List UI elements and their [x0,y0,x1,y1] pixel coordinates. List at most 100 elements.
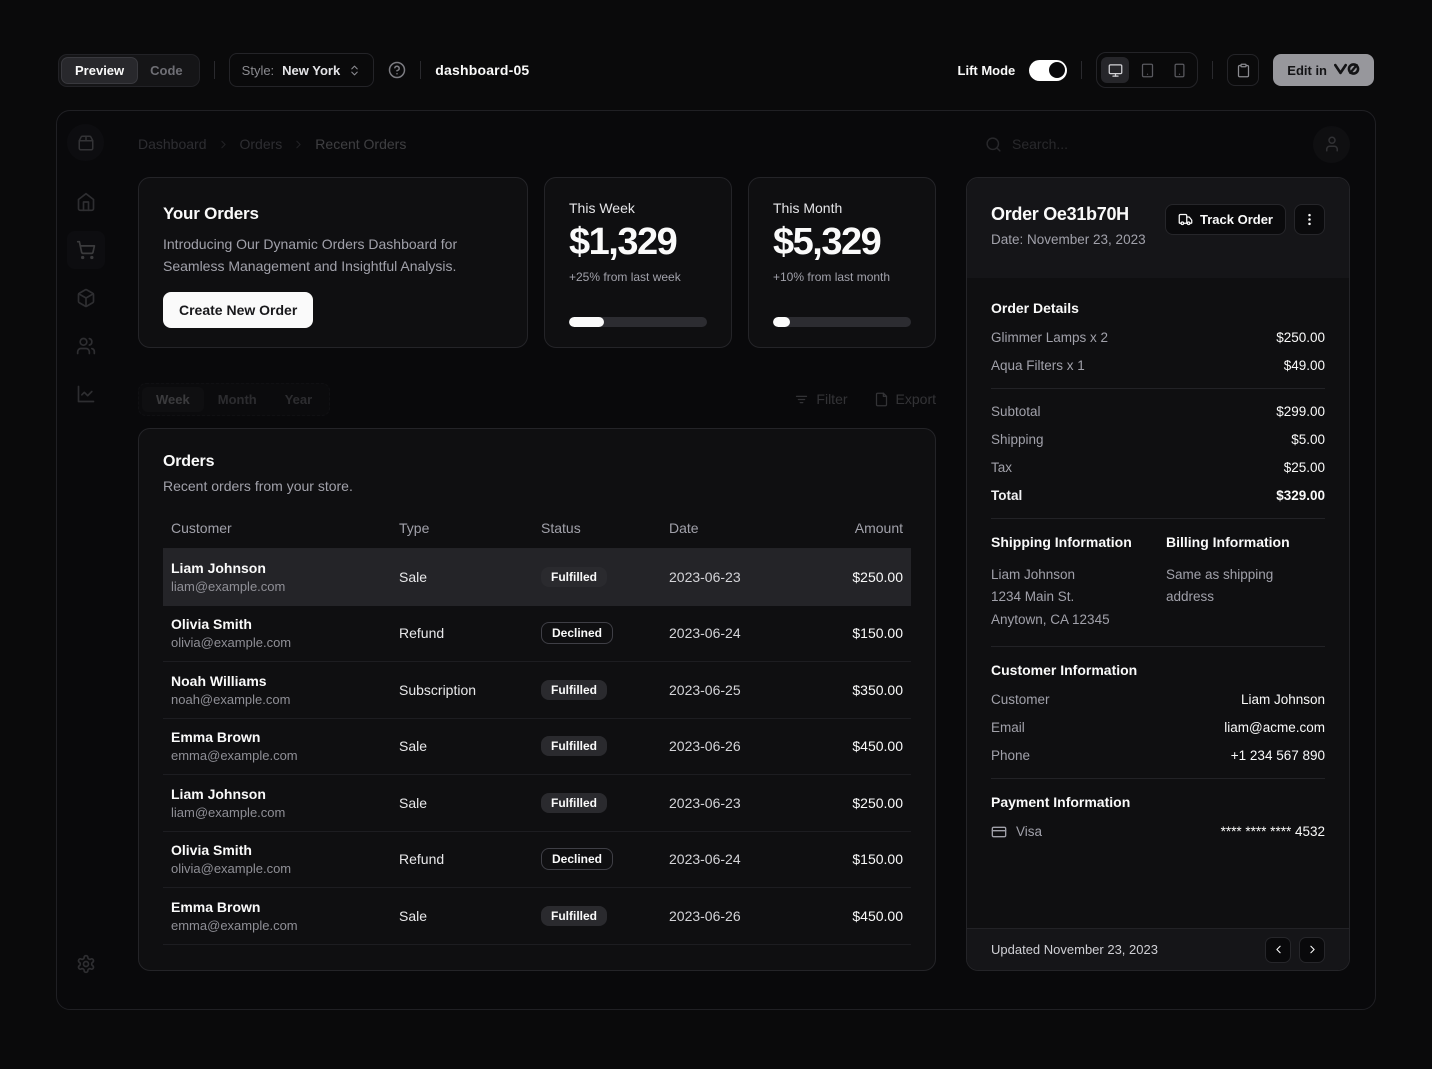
table-row[interactable]: Olivia Smith olivia@example.com Refund De… [163,606,911,662]
order-date-label: Date: November 23, 2023 [991,232,1146,247]
stat-change: +10% from last month [773,270,891,284]
sidebar-item-customers[interactable] [67,327,105,365]
sidebar-item-home[interactable] [67,183,105,221]
order-item-row: Glimmer Lamps x 2 $250.00 [991,330,1325,345]
table-row[interactable]: Liam Johnson liam@example.com Sale Fulfil… [163,549,911,606]
order-date: 2023-06-24 [669,625,741,642]
order-panel-body: Order Details Glimmer Lamps x 2 $250.00 … [967,278,1349,928]
clipboard-icon [1236,63,1251,78]
summary-label: Shipping [991,432,1044,447]
package-icon [76,288,96,308]
summary-value: $299.00 [1276,404,1325,419]
package2-icon [77,134,95,152]
table-row[interactable]: Emma Brown emma@example.com Sale Fulfille… [163,888,911,945]
customer-info-label: Customer [991,691,1050,707]
customer-email: emma@example.com [171,917,298,933]
next-order-button[interactable] [1299,936,1325,963]
orders-table: Customer Type Status Date Amount Liam Jo… [163,514,911,945]
monitor-icon[interactable] [1101,57,1130,83]
status-badge: Fulfilled [541,736,607,757]
sidebar-item-orders[interactable] [66,231,105,269]
summary-row-shipping: Shipping $5.00 [991,432,1325,447]
user-avatar[interactable] [1313,125,1350,163]
customer-info-label: Email [991,719,1025,735]
status-badge: Declined [541,848,614,871]
tab-month[interactable]: Month [217,391,257,407]
tab-week[interactable]: Week [142,386,204,412]
track-order-label: Track Order [1200,212,1273,227]
order-item-row: Aqua Filters x 1 $49.00 [991,358,1325,373]
promo-card-description: Introducing Our Dynamic Orders Dashboard… [163,236,458,274]
edit-in-v0-button[interactable]: Edit in [1273,54,1374,86]
customer-email: noah@example.com [171,691,291,707]
block-name: dashboard-05 [435,62,530,78]
sidebar-item-settings[interactable] [67,945,105,983]
customer-name: Olivia Smith [171,842,252,859]
shipping-line: Anytown, CA 12345 [991,611,1110,627]
customer-email: liam@example.com [171,578,286,594]
customer-info-label: Phone [991,747,1031,763]
edit-button-label: Edit in [1287,62,1327,78]
track-order-button[interactable]: Track Order [1165,204,1286,235]
stat-card-month: This Month $5,329 +10% from last month [748,177,936,348]
payment-method-label: Visa [1016,824,1043,840]
order-more-menu-button[interactable] [1294,204,1325,235]
status-badge: Declined [541,622,614,645]
toggle-knob [1048,62,1065,78]
order-type: Refund [399,625,445,642]
divider [991,777,1325,779]
summary-label: Tax [991,460,1013,475]
customer-email: olivia@example.com [171,861,292,877]
payment-card-number: **** **** **** 4532 [1220,824,1325,840]
stat-value: $1,329 [569,221,678,263]
create-new-order-button[interactable]: Create New Order [163,292,314,329]
shopping-cart-icon [76,240,96,260]
customer-info-value: liam@acme.com [1224,719,1325,735]
help-icon[interactable] [388,61,406,79]
v0-logo-icon [1334,62,1360,79]
order-panel-footer: Updated November 23, 2023 [967,928,1349,970]
table-toolbar: Week Month Year Filter Export [138,382,936,416]
order-date: 2023-06-24 [669,851,741,868]
filter-button[interactable]: Filter [794,391,848,407]
table-row[interactable]: Liam Johnson liam@example.com Sale Fulfil… [163,775,911,832]
billing-text: Same as shipping address [1166,567,1274,605]
summary-row-tax: Tax $25.00 [991,460,1325,475]
previous-order-button[interactable] [1265,936,1291,963]
sidebar-item-analytics[interactable] [67,375,105,413]
breadcrumb-item-dashboard[interactable]: Dashboard [138,136,207,152]
smartphone-icon[interactable] [1165,57,1193,83]
table-row[interactable]: Noah Williams noah@example.com Subscripti… [163,662,911,719]
file-icon [874,392,889,407]
style-select-value: New York [282,62,341,78]
tab-preview[interactable]: Preview [62,57,138,83]
search-input[interactable] [1012,136,1252,152]
sidebar-item-products[interactable] [67,279,105,317]
tab-year[interactable]: Year [284,391,313,407]
order-details-title: Order Details [991,300,1079,316]
lift-mode-toggle[interactable] [1029,59,1068,81]
promo-card: Your Orders Introducing Our Dynamic Orde… [138,177,528,348]
search-box [985,136,1301,153]
breadcrumb-item-orders[interactable]: Orders [239,136,283,152]
divider [991,518,1325,519]
table-header-row: Customer Type Status Date Amount [163,514,911,549]
home-icon [76,192,96,212]
export-button[interactable]: Export [874,391,936,407]
tab-code[interactable]: Code [150,62,183,78]
app-logo-button[interactable] [67,124,104,161]
breadcrumb: Dashboard Orders Recent Orders [138,136,406,152]
stat-change: +25% from last week [569,270,681,284]
chevron-right-icon [217,138,230,151]
table-row[interactable]: Emma Brown emma@example.com Sale Fulfille… [163,719,911,775]
copy-code-button[interactable] [1227,54,1260,86]
users-icon [76,336,96,356]
divider [991,388,1325,389]
status-badge: Fulfilled [541,905,607,926]
tablet-icon[interactable] [1133,57,1161,83]
progress-fill [773,317,790,327]
customer-name: Liam Johnson [171,559,266,576]
style-select[interactable]: Style: New York [228,53,375,87]
order-type: Sale [399,568,428,585]
table-row[interactable]: Olivia Smith olivia@example.com Refund De… [163,832,911,888]
